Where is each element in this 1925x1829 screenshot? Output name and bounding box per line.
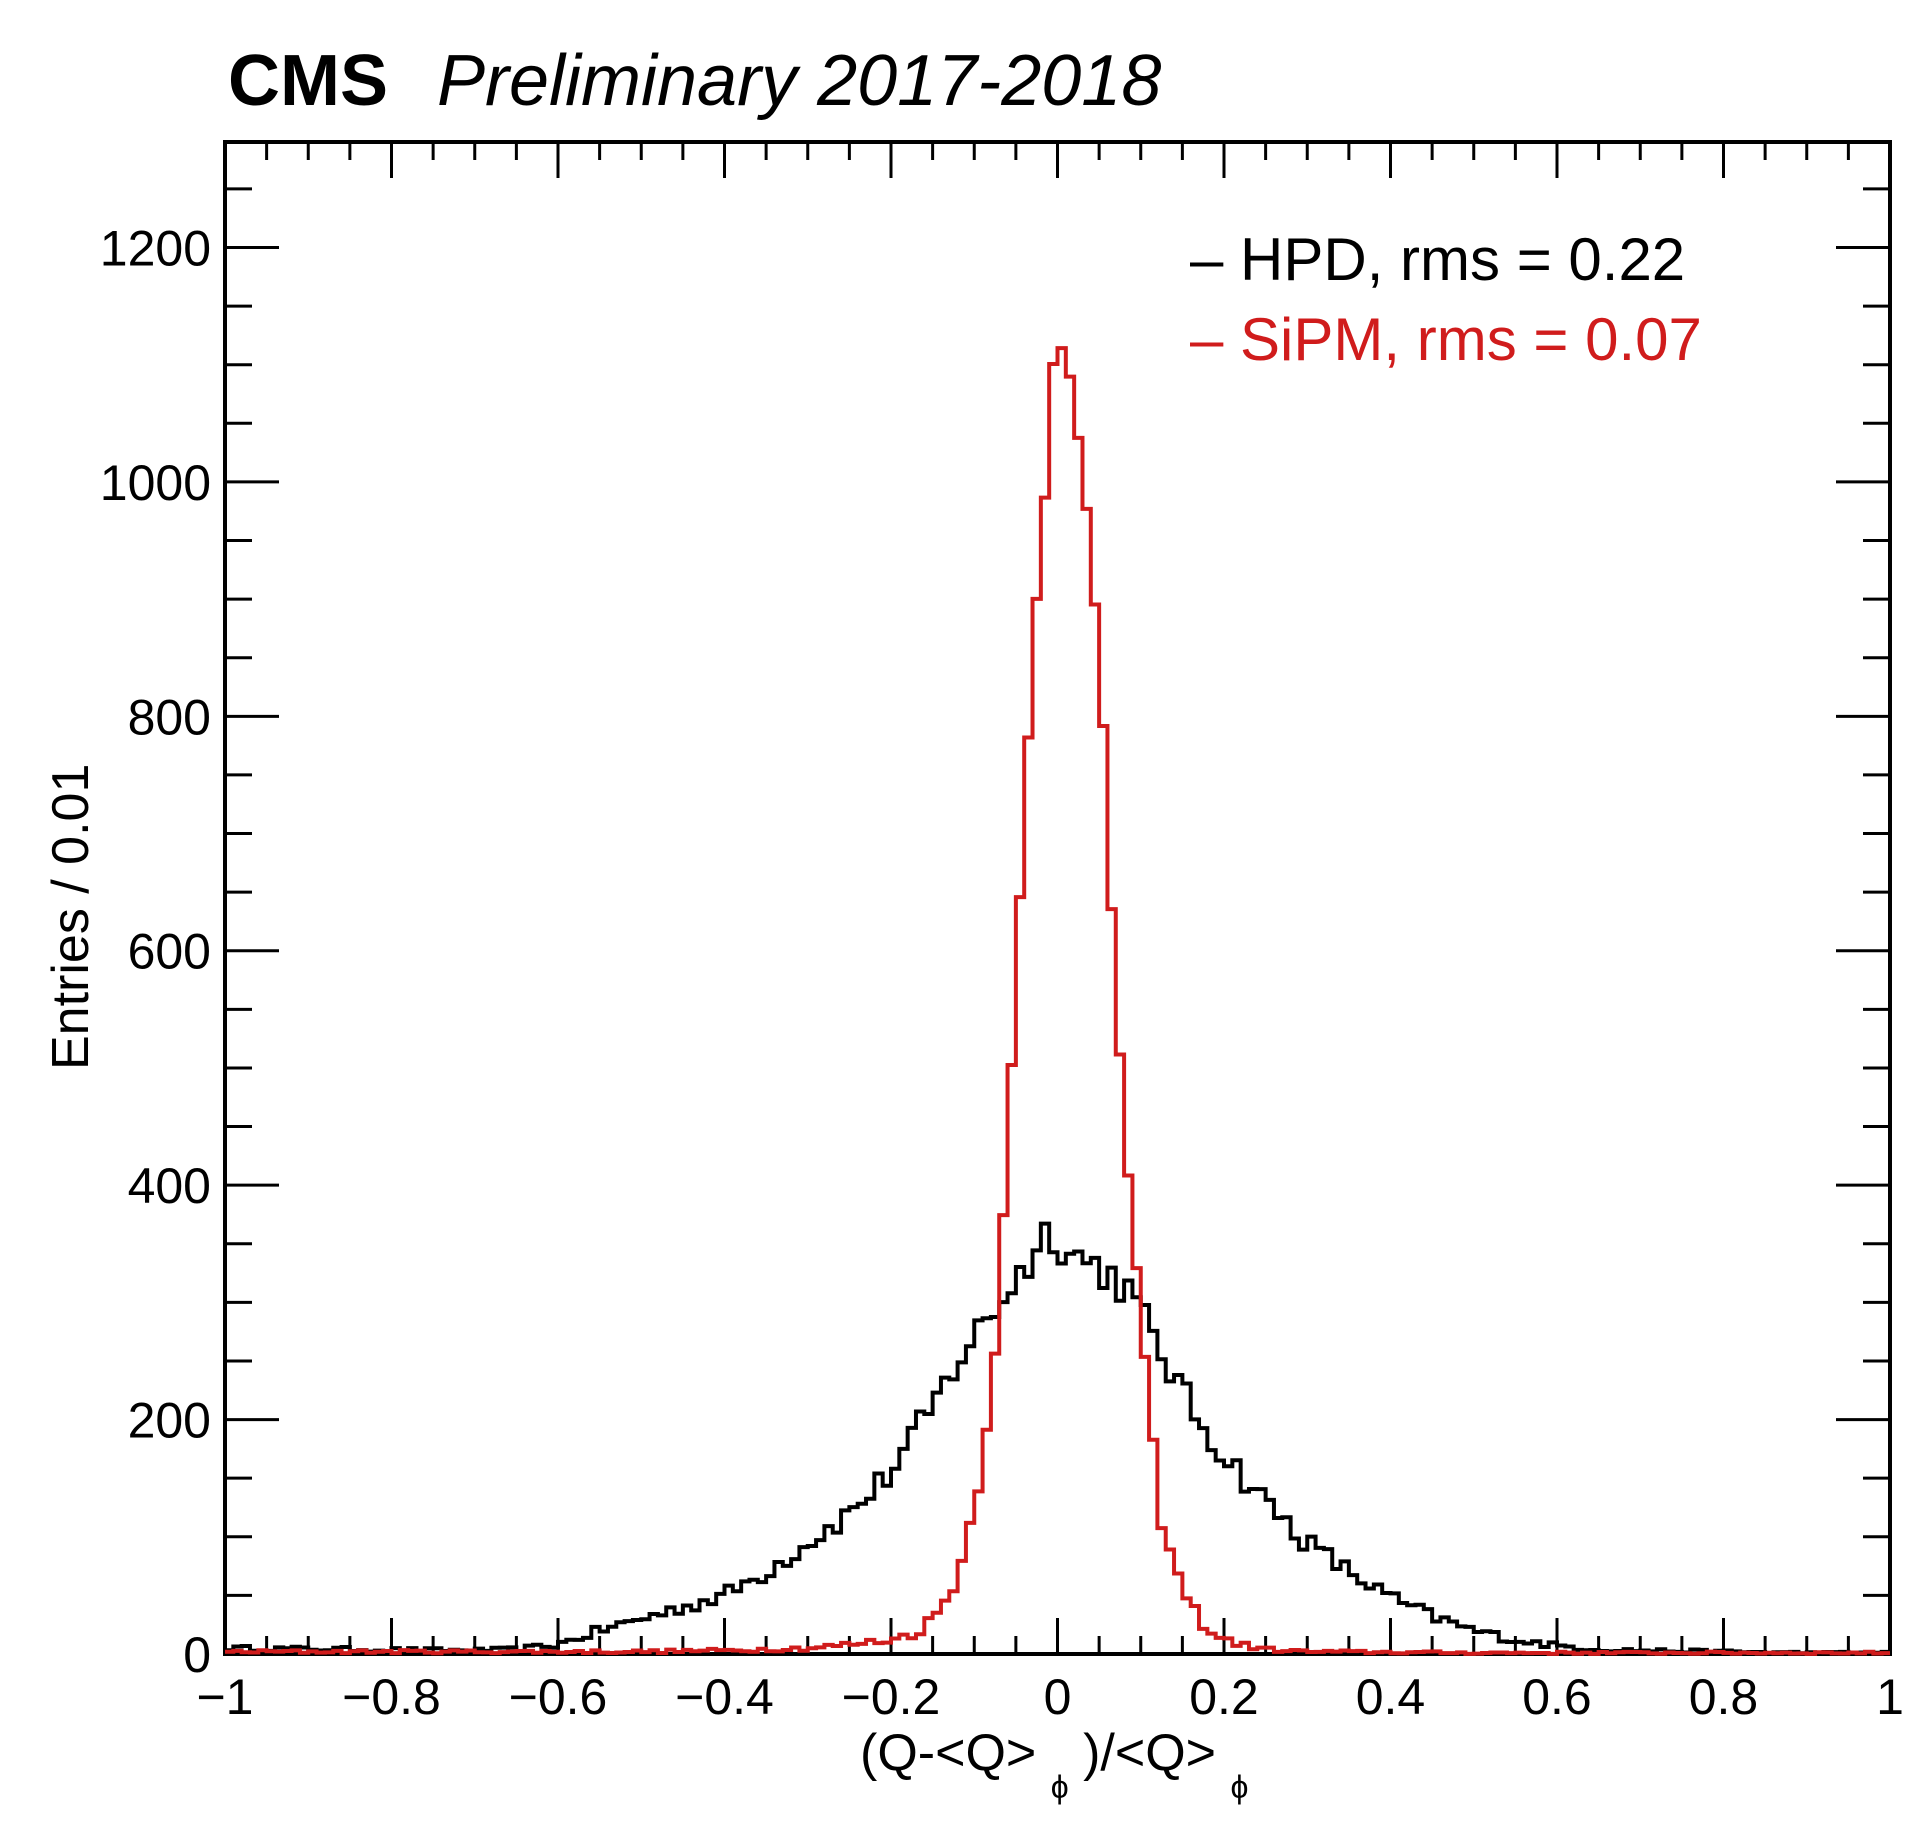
x-tick-label: 0.2 [1189, 1669, 1259, 1725]
x-axis-title: (Q-<Q> ϕ )/<Q> ϕ [860, 1724, 1248, 1810]
x-tick-label: 0.6 [1522, 1669, 1592, 1725]
x-axis-title-sub2: ϕ [1231, 1769, 1249, 1805]
x-tick-label: −0.2 [842, 1669, 941, 1725]
y-tick-label: 1000 [100, 455, 211, 511]
x-tick-label: 0.8 [1689, 1669, 1759, 1725]
y-axis-ticks: 0 200 400 600 800 1000 1200 [100, 187, 1890, 1683]
x-tick-label: −1 [196, 1669, 253, 1725]
y-tick-label: 1200 [100, 220, 211, 276]
y-tick-label: 0 [183, 1627, 211, 1683]
x-axis-title-sub1: ϕ [1051, 1769, 1069, 1805]
cms-label: CMS [228, 41, 388, 121]
preliminary-label: Preliminary 2017-2018 [437, 41, 1161, 121]
legend-sipm: – SiPM, rms = 0.07 [1190, 306, 1702, 373]
legend-hpd: – HPD, rms = 0.22 [1190, 226, 1685, 293]
x-tick-label: 0 [1044, 1669, 1072, 1725]
x-tick-label: −0.8 [342, 1669, 441, 1725]
series-sipm-histogram [225, 346, 1890, 1656]
y-axis-title: Entries / 0.01 [42, 764, 100, 1070]
y-tick-label: 600 [128, 924, 211, 980]
x-tick-label: −0.4 [675, 1669, 774, 1725]
y-tick-label: 800 [128, 689, 211, 745]
x-axis-ticks: −1 −0.8 −0.6 −0.4 −0.2 0 0.2 0.4 0.6 0.8 1 [196, 142, 1904, 1725]
y-tick-label: 200 [128, 1393, 211, 1449]
x-axis-title-open: (Q-<Q> [860, 1724, 1036, 1782]
series-layer [225, 346, 1890, 1656]
series-hpd-histogram [225, 1221, 1890, 1656]
x-axis-title-mid: )/<Q> [1083, 1724, 1216, 1782]
x-tick-label: −0.6 [509, 1669, 608, 1725]
x-tick-label: 0.4 [1356, 1669, 1426, 1725]
x-tick-label: 1 [1876, 1669, 1904, 1725]
y-tick-label: 400 [128, 1158, 211, 1214]
